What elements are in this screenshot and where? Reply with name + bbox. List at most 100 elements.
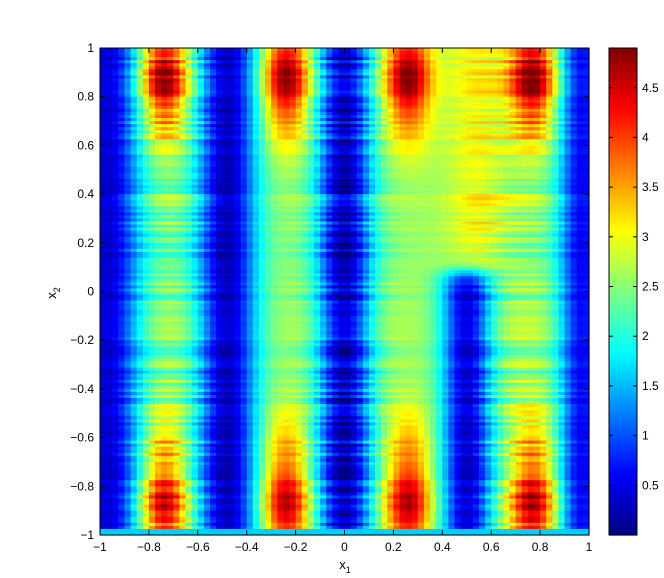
heatmap-cell [558,78,566,83]
heatmap-cell [332,194,339,198]
heatmap-cell [564,51,572,55]
heatmap-cell [148,102,156,107]
heatmap-cell [142,108,150,113]
heatmap-cell [100,111,107,116]
heatmap-cell [191,75,199,80]
heatmap-cell [265,75,272,80]
heatmap-cell [368,105,376,110]
heatmap-cell [564,197,572,201]
heatmap-cell [216,72,223,76]
heatmap-cell [301,142,309,146]
heatmap-cell [411,51,419,55]
heatmap-cell [436,60,443,64]
heatmap-cell [118,157,126,162]
heatmap-cell [344,102,352,107]
heatmap-cell [124,191,132,195]
heatmap-cell [344,121,352,125]
heatmap-cell [252,84,260,89]
heatmap-cell [448,151,456,156]
heatmap-cell [509,118,517,122]
heatmap-cell [216,142,223,146]
heatmap-cell [118,151,126,156]
heatmap-cell [448,75,456,80]
heatmap-cell [216,75,223,80]
heatmap-cell [558,200,566,204]
heatmap-cell [185,93,193,98]
heatmap-cell [167,160,174,165]
heatmap-cell [191,145,199,150]
heatmap-cell [497,118,505,122]
heatmap-cell [326,66,333,70]
heatmap-cell [368,87,376,92]
heatmap-cell [155,127,162,131]
heatmap-cell [148,48,156,52]
heatmap-cell [252,121,260,125]
heatmap-cell [283,133,291,137]
heatmap-cell [356,72,364,76]
heatmap-cell [527,169,535,174]
heatmap-cell [485,133,492,137]
heatmap-cell [301,75,309,80]
heatmap-cell [344,60,352,64]
heatmap-cell [362,78,370,83]
heatmap-cell [515,194,523,198]
heatmap-cell [112,203,119,207]
heatmap-cell [240,160,248,165]
heatmap-cell [203,160,211,165]
heatmap-cell [503,181,511,186]
heatmap-cell [491,172,498,177]
heatmap-cell [295,181,303,186]
heatmap-cell [167,181,174,186]
heatmap-cell [258,175,266,180]
heatmap-cell [356,96,364,101]
heatmap-cell [356,169,364,174]
heatmap-cell [265,136,272,140]
heatmap-cell [393,69,401,73]
heatmap-cell [161,51,168,55]
heatmap-cell [197,57,205,61]
heatmap-cell [399,124,407,128]
heatmap-cell [222,118,229,122]
heatmap-cell [362,51,370,55]
heatmap-cell [289,151,297,156]
heatmap-cell [423,184,431,189]
heatmap-cell [405,48,413,52]
heatmap-cell [197,105,205,110]
heatmap-cell [234,48,242,52]
heatmap-cell [430,118,437,122]
heatmap-cell [161,105,168,110]
heatmap-cell [210,69,217,73]
heatmap-cell [197,60,205,64]
heatmap-cell [540,200,547,204]
heatmap-cell [246,157,254,162]
heatmap-cell [216,169,223,174]
heatmap-cell [368,75,376,80]
heatmap-cell [448,166,456,171]
heatmap-cell [540,178,547,183]
heatmap-cell [399,78,407,83]
heatmap-cell [130,169,138,174]
heatmap-cell [234,121,242,125]
heatmap-cell [478,69,486,73]
heatmap-cell [338,124,346,128]
heatmap-cell [503,96,511,101]
heatmap-cell [509,181,517,186]
heatmap-cell [191,48,199,52]
heatmap-cell [271,148,278,153]
heatmap-cell [436,93,443,98]
heatmap-cell [118,169,126,174]
heatmap-cell [332,63,339,67]
heatmap-cell [326,127,333,131]
heatmap-cell [161,169,168,174]
heatmap-cell [228,151,236,156]
heatmap-cell [411,81,419,86]
heatmap-cell [417,99,425,104]
heatmap-cell [503,136,511,140]
heatmap-cell [570,148,578,153]
heatmap-cell [142,142,150,146]
heatmap-cell [197,148,205,153]
heatmap-cell [289,136,297,140]
heatmap-cell [338,194,346,198]
heatmap-cell [106,160,113,165]
heatmap-cell [509,194,517,198]
